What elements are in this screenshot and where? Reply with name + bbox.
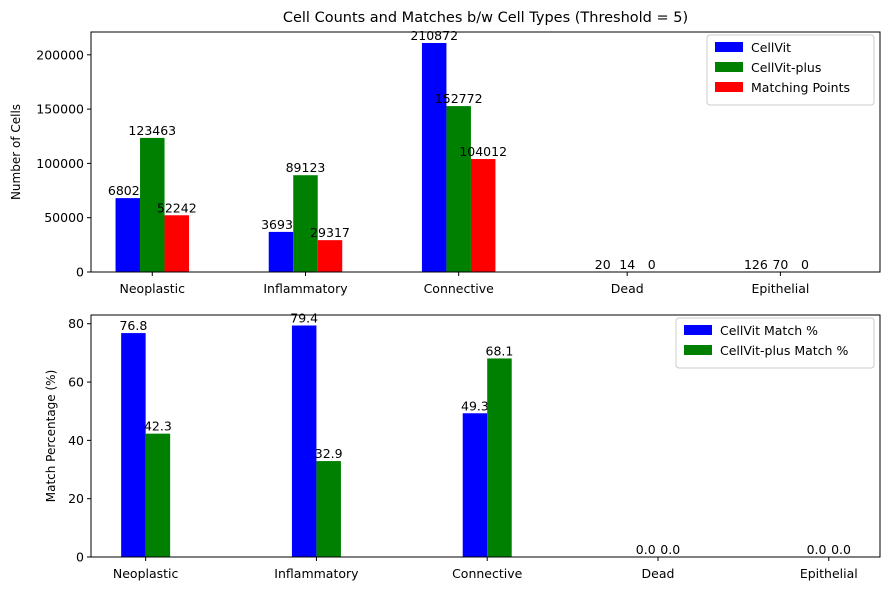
bar-value-label: 126 <box>744 257 768 272</box>
bar-value-label: 68028 <box>108 183 148 198</box>
bar <box>164 215 190 272</box>
bar-value-label: 0 <box>648 257 656 272</box>
series-2: 123463 89123 152772 14 70 <box>128 91 793 273</box>
bar-value-label: 123463 <box>128 123 176 138</box>
bar-value-label: 79.4 <box>290 310 318 325</box>
bar-value-label: 0.0 <box>807 542 827 557</box>
legend-swatch <box>684 325 712 335</box>
bar-value-label: 0.0 <box>831 542 851 557</box>
y-axis-label: Number of Cells <box>9 104 23 200</box>
x-tick-label: Dead <box>642 566 675 581</box>
legend-label: Matching Points <box>751 80 850 95</box>
bar <box>291 325 317 557</box>
bar-value-label: 68.1 <box>486 343 514 358</box>
bar <box>293 175 318 272</box>
chart-panel-2: Match Percentage (%)76.879.449.30.0 0.042… <box>44 310 881 581</box>
bar <box>470 159 496 272</box>
x-tick-label: Connective <box>424 281 495 296</box>
legend-label: CellVit-plus Match % <box>720 343 848 358</box>
bar <box>487 358 512 557</box>
legend: CellVit Match % CellVit-plus Match % <box>675 317 875 369</box>
bar-value-label: 49.3 <box>461 398 489 413</box>
x-tick-label: Neoplastic <box>120 281 186 296</box>
bar-value-label: 42.3 <box>144 419 172 434</box>
x-tick-label: Inflammatory <box>274 566 359 581</box>
legend-swatch <box>715 82 743 92</box>
x-tick-label: Inflammatory <box>263 281 348 296</box>
bar <box>317 240 343 272</box>
bar <box>268 231 294 272</box>
bar-value-label: 36930 <box>261 217 301 232</box>
plot-frame <box>90 31 881 273</box>
legend-box <box>675 317 875 369</box>
legend-box <box>706 34 875 106</box>
y-tick-label: 0 <box>76 550 84 565</box>
legend-swatch <box>715 62 743 72</box>
bar <box>140 137 165 272</box>
series-1: 76.8 79.4 49.3 0.0 0.0 <box>119 310 826 557</box>
y-tick-label: 20 <box>68 491 84 506</box>
bar-value-label: 210872 <box>410 28 458 43</box>
legend-swatch <box>715 42 743 52</box>
bar-value-label: 32.9 <box>315 446 343 461</box>
y-tick-label: 80 <box>68 316 84 331</box>
x-tick-label: Dead <box>611 281 644 296</box>
x-tick-label: Epithelial <box>800 566 858 581</box>
y-tick-label: 40 <box>68 433 84 448</box>
bar-value-label: 76.8 <box>119 318 147 333</box>
x-tick-label: Epithelial <box>751 281 809 296</box>
bar-value-label: 0 <box>801 257 809 272</box>
legend: CellVit CellVit-plus Matching Points <box>706 34 875 106</box>
bar <box>446 106 471 273</box>
y-tick-label: 100000 <box>36 156 84 171</box>
y-tick-label: 150000 <box>36 102 84 117</box>
bar-value-label: 29317 <box>310 225 350 240</box>
x-tick-label: Connective <box>452 566 523 581</box>
legend-label: CellVit Match % <box>720 323 818 338</box>
bar-value-label: 52242 <box>157 200 197 215</box>
series-1: 68028 36930 210872 20 126 <box>108 28 769 272</box>
bar-value-label: 0.0 <box>660 542 680 557</box>
y-tick-label: 0 <box>76 265 84 280</box>
bar-value-label: 152772 <box>435 91 483 106</box>
bar <box>145 433 171 557</box>
legend-label: CellVit <box>751 40 791 55</box>
bar <box>121 333 146 557</box>
bar-value-label: 0.0 <box>636 542 656 557</box>
legend-label: CellVit-plus <box>751 60 821 75</box>
bar-value-label: 14 <box>619 257 635 272</box>
bar <box>462 413 488 557</box>
bar-value-label: 20 <box>595 257 611 272</box>
bar-value-label: 104012 <box>459 144 507 159</box>
bar-value-label: 89123 <box>286 160 326 175</box>
bar <box>115 198 141 272</box>
y-axis-label: Match Percentage (%) <box>44 370 58 503</box>
plot-frame <box>90 314 881 558</box>
bar <box>421 42 447 272</box>
bar <box>316 461 341 557</box>
bar-value-label: 70 <box>772 257 788 272</box>
y-tick-label: 50000 <box>44 210 84 225</box>
chart-title: Cell Counts and Matches b/w Cell Types (… <box>283 10 688 26</box>
x-tick-label: Neoplastic <box>113 566 179 581</box>
y-tick-label: 200000 <box>36 47 84 62</box>
series-3: 52242 29317 104012 0 0 <box>157 144 809 272</box>
series-2: 42.3 32.9 68.1 0.0 0.0 <box>144 343 851 557</box>
y-tick-label: 60 <box>68 375 84 390</box>
legend-swatch <box>684 345 712 355</box>
chart-panel-1: Cell Counts and Matches b/w Cell Types (… <box>9 10 881 296</box>
